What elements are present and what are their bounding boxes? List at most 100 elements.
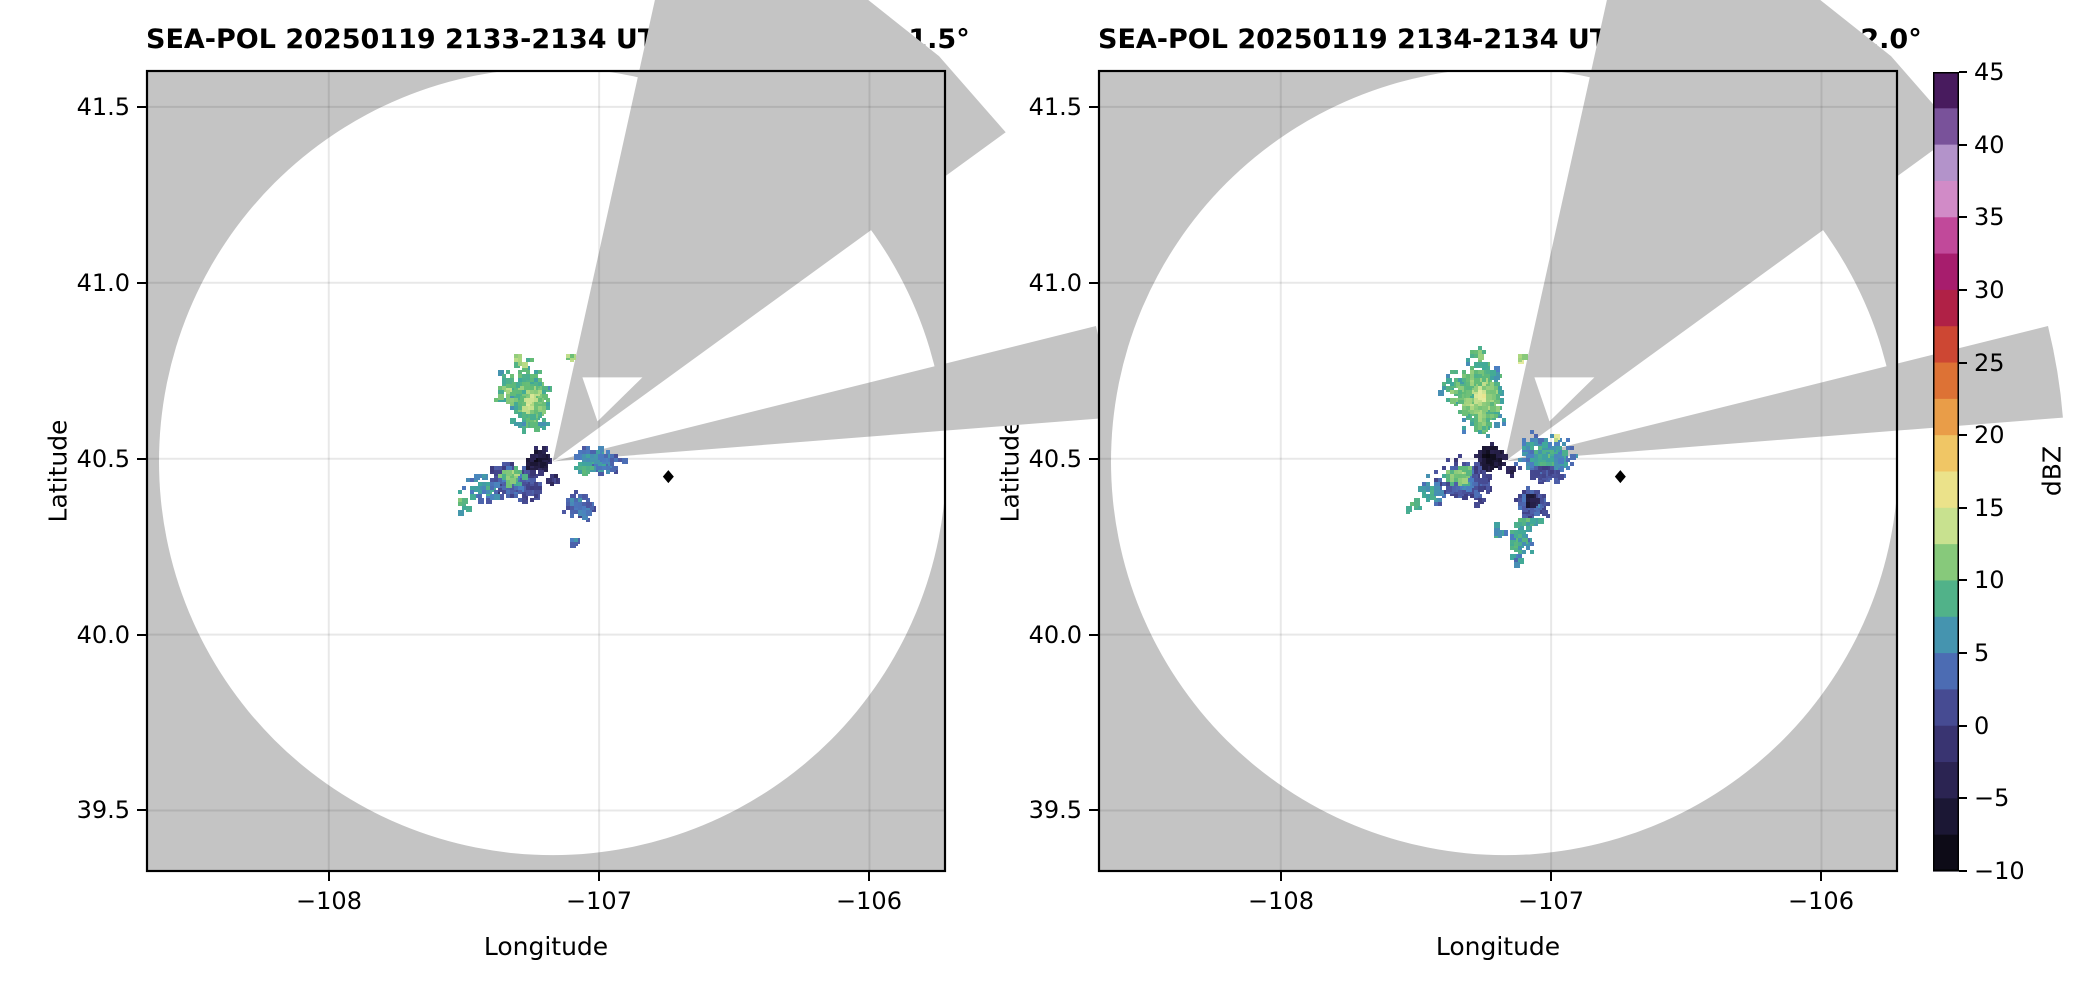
blocked-sector bbox=[552, 326, 1111, 462]
x-axis-label-left: Longitude bbox=[483, 932, 609, 961]
reflectivity-echoes bbox=[458, 354, 628, 548]
colorbar-segment bbox=[1933, 616, 1959, 654]
x-tick-label: −106 bbox=[836, 887, 902, 915]
colorbar-tick-label: 15 bbox=[1974, 494, 2005, 522]
radar-plot-right bbox=[1097, 0, 2063, 873]
scan-notch bbox=[1534, 377, 1595, 422]
colorbar-tick-mark bbox=[1959, 434, 1967, 436]
x-tick-mark bbox=[328, 872, 330, 881]
colorbar-tick-mark bbox=[1959, 289, 1967, 291]
colorbar-segment bbox=[1933, 72, 1959, 109]
y-tick-mark bbox=[1089, 809, 1098, 811]
y-tick-mark bbox=[137, 106, 146, 108]
colorbar-segment bbox=[1933, 435, 1959, 473]
colorbar-segment bbox=[1933, 689, 1959, 727]
y-tick-mark bbox=[1089, 282, 1098, 284]
colorbar-tick-label: 45 bbox=[1974, 58, 2005, 86]
colorbar-segment bbox=[1933, 144, 1959, 182]
radar-plot-left bbox=[145, 0, 1111, 873]
x-tick-mark bbox=[1550, 872, 1552, 881]
y-tick-mark bbox=[137, 809, 146, 811]
x-tick-label: −108 bbox=[1248, 887, 1314, 915]
colorbar-tick-label: 25 bbox=[1974, 349, 2005, 377]
colorbar-tick-mark bbox=[1959, 71, 1967, 73]
plot-border bbox=[145, 69, 947, 873]
colorbar-tick-label: −10 bbox=[1974, 857, 2025, 885]
plot-border bbox=[1097, 69, 1899, 873]
site-marker-diamond bbox=[1614, 470, 1626, 484]
colorbar-tick-mark bbox=[1959, 579, 1967, 581]
y-tick-mark bbox=[1089, 458, 1098, 460]
y-tick-label: 41.0 bbox=[76, 269, 130, 297]
y-tick-label: 41.0 bbox=[1028, 269, 1082, 297]
colorbar-segment bbox=[1933, 798, 1959, 836]
x-tick-label: −106 bbox=[1788, 887, 1854, 915]
y-tick-mark bbox=[137, 458, 146, 460]
colorbar-tick-label: 30 bbox=[1974, 276, 2005, 304]
x-tick-mark bbox=[868, 872, 870, 881]
colorbar-segment bbox=[1933, 217, 1959, 255]
colorbar-tick-mark bbox=[1959, 507, 1967, 509]
colorbar-tick-mark bbox=[1959, 144, 1967, 146]
blocked-sector bbox=[1504, 0, 1958, 462]
x-tick-label: −108 bbox=[296, 887, 362, 915]
colorbar-segment bbox=[1933, 180, 1959, 218]
colorbar-segment bbox=[1933, 471, 1959, 509]
y-tick-label: 40.5 bbox=[1028, 445, 1082, 473]
colorbar-segment bbox=[1933, 326, 1959, 364]
y-tick-mark bbox=[1089, 106, 1098, 108]
y-axis-label-left: Latitude bbox=[43, 419, 73, 523]
colorbar-segment bbox=[1933, 834, 1959, 872]
y-tick-mark bbox=[1089, 634, 1098, 636]
y-tick-label: 40.5 bbox=[76, 445, 130, 473]
colorbar-segment bbox=[1933, 253, 1959, 291]
x-axis-label-right: Longitude bbox=[1435, 932, 1561, 961]
reflectivity-echoes bbox=[1406, 346, 1578, 568]
colorbar-segment bbox=[1933, 362, 1959, 400]
y-tick-label: 40.0 bbox=[76, 621, 130, 649]
colorbar-tick-label: 35 bbox=[1974, 203, 2005, 231]
blocked-sector bbox=[552, 0, 1006, 462]
colorbar-tick-mark bbox=[1959, 362, 1967, 364]
y-tick-label: 41.5 bbox=[76, 93, 130, 121]
colorbar bbox=[1933, 72, 1959, 872]
y-tick-label: 39.5 bbox=[1028, 796, 1082, 824]
y-tick-label: 39.5 bbox=[76, 796, 130, 824]
colorbar-tick-label: 0 bbox=[1974, 712, 1990, 740]
y-tick-label: 40.0 bbox=[1028, 621, 1082, 649]
colorbar-tick-label: −5 bbox=[1974, 784, 2010, 812]
colorbar-label: dBZ bbox=[2037, 445, 2067, 497]
colorbar-tick-mark bbox=[1959, 652, 1967, 654]
x-tick-label: −107 bbox=[1518, 887, 1584, 915]
colorbar-segment bbox=[1933, 289, 1959, 327]
colorbar-segment bbox=[1933, 544, 1959, 582]
colorbar-tick-label: 10 bbox=[1974, 566, 2005, 594]
colorbar-segment bbox=[1933, 108, 1959, 146]
colorbar-segment bbox=[1933, 725, 1959, 763]
x-tick-mark bbox=[1280, 872, 1282, 881]
colorbar-tick-label: 40 bbox=[1974, 131, 2005, 159]
colorbar-tick-mark bbox=[1959, 870, 1967, 872]
blocked-sector bbox=[1504, 326, 2063, 462]
colorbar-tick-label: 20 bbox=[1974, 421, 2005, 449]
site-marker-diamond bbox=[662, 470, 674, 484]
x-tick-mark bbox=[1820, 872, 1822, 881]
y-tick-mark bbox=[137, 634, 146, 636]
x-tick-mark bbox=[598, 872, 600, 881]
colorbar-segment bbox=[1933, 762, 1959, 799]
colorbar-tick-mark bbox=[1959, 216, 1967, 218]
y-axis-label-right: Latitude bbox=[995, 419, 1025, 523]
colorbar-tick-mark bbox=[1959, 725, 1967, 727]
colorbar-segment bbox=[1933, 398, 1959, 436]
colorbar-segment bbox=[1933, 507, 1959, 545]
y-tick-mark bbox=[137, 282, 146, 284]
scan-notch bbox=[582, 377, 643, 422]
colorbar-segment bbox=[1933, 653, 1959, 691]
colorbar-border bbox=[1933, 72, 1959, 871]
colorbar-tick-mark bbox=[1959, 797, 1967, 799]
colorbar-tick-label: 5 bbox=[1974, 639, 1990, 667]
colorbar-segment bbox=[1933, 580, 1959, 618]
y-tick-label: 41.5 bbox=[1028, 93, 1082, 121]
x-tick-label: −107 bbox=[566, 887, 632, 915]
